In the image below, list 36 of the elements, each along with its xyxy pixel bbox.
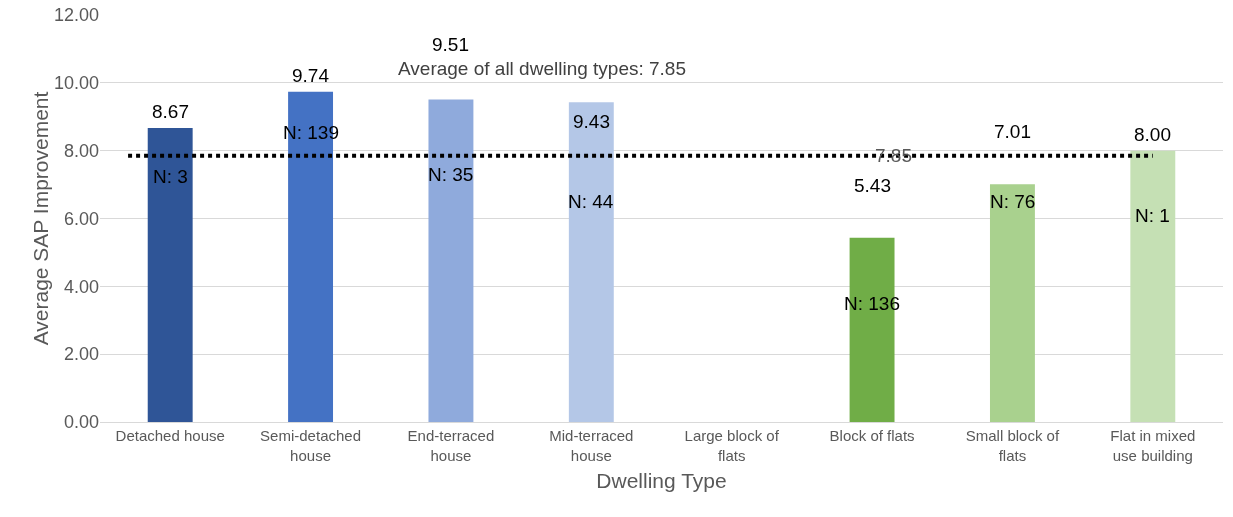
ref-line-label: 7.85 xyxy=(875,145,912,166)
annotation: N: 3 xyxy=(153,166,188,187)
x-axis-title: Dwelling Type xyxy=(596,468,727,492)
annotation: N: 35 xyxy=(428,164,474,185)
data-label: 9.51 xyxy=(432,34,469,55)
bar xyxy=(428,99,474,422)
data-label: 5.43 xyxy=(854,175,891,196)
x-tick-label: Block of flats xyxy=(829,427,915,444)
y-tick-label: 12.00 xyxy=(53,5,99,26)
y-axis-title: Average SAP Improvement xyxy=(28,91,52,346)
x-tick-label: Semi-detached house xyxy=(260,427,362,464)
data-label: 9.43 xyxy=(573,111,610,132)
y-tick-label: 4.00 xyxy=(63,276,99,297)
bar xyxy=(989,184,1035,422)
annotation: N: 44 xyxy=(568,191,614,212)
data-label: 8.67 xyxy=(152,101,189,122)
data-label: 7.01 xyxy=(994,121,1031,142)
bar xyxy=(147,127,193,422)
y-tick-label: 10.00 xyxy=(53,73,99,94)
annotation: N: 76 xyxy=(990,191,1036,212)
x-tick-label: Flat in mixed use building xyxy=(1110,427,1196,464)
annotation: N: 1 xyxy=(1135,205,1170,226)
x-tick-label: Detached house xyxy=(115,427,225,444)
bar xyxy=(568,102,614,422)
x-tick-label: Large block of flats xyxy=(684,427,780,464)
bar xyxy=(1130,150,1176,422)
x-tick-label: End-terraced house xyxy=(407,427,495,464)
y-tick-label: 0.00 xyxy=(63,412,99,433)
y-tick-label: 6.00 xyxy=(63,208,99,229)
x-tick-label: Small block of flats xyxy=(965,427,1060,464)
data-label: 8.00 xyxy=(1134,124,1171,145)
y-tick-label: 8.00 xyxy=(63,140,99,161)
y-tick-label: 2.00 xyxy=(63,344,99,365)
x-tick-label: Mid-terraced house xyxy=(549,427,634,464)
data-label: 9.74 xyxy=(292,65,330,86)
annotation: Average of all dwelling types: 7.85 xyxy=(398,58,686,79)
